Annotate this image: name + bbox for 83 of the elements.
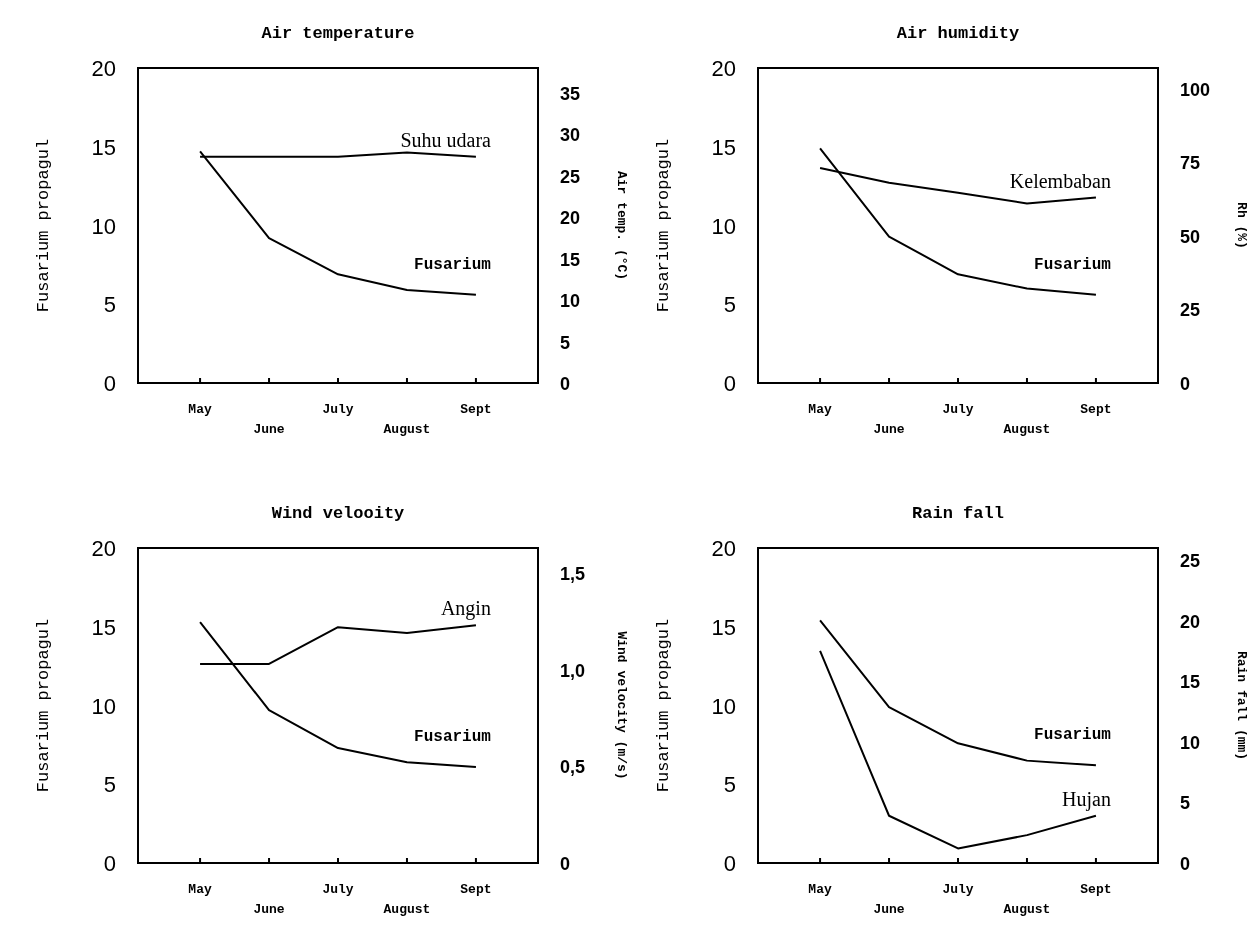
y-axis-title: Fusarium propagul — [34, 618, 53, 793]
y2-tick-label: 20 — [1180, 611, 1201, 632]
y-tick-label: 0 — [103, 851, 116, 876]
y-tick-label: 15 — [91, 134, 116, 160]
x-tick-label: June — [873, 902, 905, 917]
y-axis-title: Fusarium propagul — [654, 138, 673, 313]
y2-tick-label: 30 — [560, 125, 581, 146]
y2-tick-label: 5 — [1180, 793, 1191, 814]
x-tick-label: May — [188, 402, 212, 417]
x-tick-label: August — [1003, 902, 1051, 917]
x-tick-label: June — [253, 902, 285, 917]
y2-tick-label: 50 — [1180, 226, 1201, 247]
y2-tick-label: 100 — [1180, 79, 1211, 100]
x-tick-label: August — [1003, 422, 1051, 437]
x-tick-label: Sept — [1080, 882, 1112, 897]
x-tick-label: July — [322, 402, 354, 417]
x-tick-label: August — [383, 422, 431, 437]
y2-tick-label: 75 — [1180, 153, 1201, 174]
y2-tick-label: 25 — [1180, 300, 1201, 321]
y-tick-label: 5 — [723, 772, 736, 798]
x-tick-label: May — [808, 882, 832, 897]
y-tick-label: 0 — [723, 371, 736, 396]
y2-axis-title: Air temp. (°C) — [614, 170, 629, 281]
chart-title: Air humidity — [896, 24, 1020, 43]
y-tick-label: 5 — [103, 772, 116, 798]
y-tick-label: 20 — [711, 56, 736, 81]
y-axis-title: Fusarium propagul — [34, 138, 53, 313]
y-tick-label: 10 — [711, 213, 736, 239]
x-tick-label: June — [873, 422, 905, 437]
y2-axis-title: Rain fall (mm) — [1234, 650, 1249, 761]
y-tick-label: 20 — [91, 56, 116, 81]
y2-tick-label: 15 — [560, 249, 581, 270]
series-label: Fusarium — [1034, 255, 1112, 274]
y-axis-title: Fusarium propagul — [654, 618, 673, 793]
y2-tick-label: 0 — [1180, 854, 1191, 874]
y-tick-label: 15 — [91, 614, 116, 640]
y-tick-label: 15 — [711, 134, 736, 160]
series-label: Suhu udara — [400, 128, 492, 151]
series-label: Hujan — [1062, 787, 1111, 811]
y2-tick-label: 10 — [560, 291, 581, 312]
y2-tick-label: 25 — [560, 166, 581, 187]
y2-tick-label: 15 — [1180, 672, 1201, 693]
series-label: Fusarium — [414, 255, 492, 274]
y2-tick-label: 1,5 — [560, 564, 586, 585]
y2-tick-label: 0 — [560, 374, 571, 394]
y-tick-label: 5 — [103, 292, 116, 318]
series-label: Fusarium — [1034, 726, 1112, 745]
chart-title: Rain fall — [912, 504, 1004, 523]
y-tick-label: 20 — [711, 536, 736, 561]
x-tick-label: June — [253, 422, 285, 437]
y2-tick-label: 20 — [560, 208, 581, 229]
y-tick-label: 10 — [91, 693, 116, 719]
x-tick-label: Sept — [460, 402, 492, 417]
y-tick-label: 10 — [91, 213, 116, 239]
x-tick-label: August — [383, 902, 431, 917]
x-tick-label: July — [942, 402, 974, 417]
series-label: Angin — [440, 597, 491, 621]
y-tick-label: 0 — [723, 851, 736, 876]
y2-tick-label: 0,5 — [560, 757, 586, 778]
y2-tick-label: 5 — [560, 332, 571, 353]
y2-tick-label: 0 — [560, 854, 571, 874]
x-tick-label: July — [942, 882, 974, 897]
series-label: Kelembaban — [1009, 169, 1111, 192]
x-tick-label: July — [322, 882, 354, 897]
y2-axis-title: Rh (%) — [1234, 202, 1249, 249]
y-tick-label: 10 — [711, 693, 736, 719]
x-tick-label: Sept — [1080, 402, 1112, 417]
chart-title: Wind velooity — [271, 504, 405, 523]
y2-tick-label: 0 — [1180, 374, 1191, 394]
y-tick-label: 20 — [91, 536, 116, 561]
series-label: Fusarium — [414, 727, 492, 746]
x-tick-label: Sept — [460, 882, 492, 897]
y2-tick-label: 10 — [1180, 732, 1201, 753]
x-tick-label: May — [188, 882, 212, 897]
y2-tick-label: 1,0 — [560, 660, 586, 681]
x-tick-label: May — [808, 402, 832, 417]
y-tick-label: 15 — [711, 614, 736, 640]
chart-title: Air temperature — [261, 24, 415, 43]
y2-tick-label: 35 — [560, 83, 581, 104]
y2-tick-label: 25 — [1180, 551, 1201, 572]
y-tick-label: 0 — [103, 371, 116, 396]
y2-axis-title: Wind velocity (m/s) — [614, 631, 629, 780]
y-tick-label: 5 — [723, 292, 736, 318]
